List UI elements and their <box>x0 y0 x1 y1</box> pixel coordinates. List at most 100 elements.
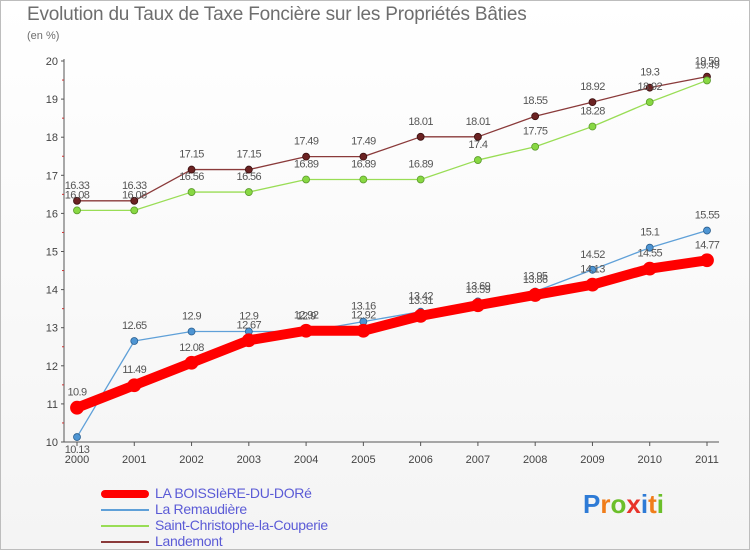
data-label: 17.4 <box>468 139 487 151</box>
data-point <box>184 355 199 370</box>
data-label: 13.95 <box>523 271 548 283</box>
data-point <box>130 196 139 205</box>
legend-swatch-saint-christophe <box>101 525 149 527</box>
data-label: 14.52 <box>580 249 605 261</box>
x-tick-label: 2006 <box>408 454 432 466</box>
data-label: 18.01 <box>408 116 433 128</box>
data-point <box>531 142 540 151</box>
data-point <box>70 400 84 415</box>
data-point <box>187 327 196 336</box>
data-label: 17.49 <box>294 136 319 148</box>
series-line-0 <box>72 255 712 413</box>
logo-letter: t <box>648 489 657 519</box>
data-point <box>645 98 654 107</box>
data-label: 17.15 <box>237 149 262 161</box>
y-tick-label: 16 <box>46 208 58 220</box>
data-label: 13.42 <box>408 291 433 303</box>
series-line-1 <box>76 229 708 438</box>
x-tick-label: 2001 <box>122 454 146 466</box>
logo-letter: r <box>600 489 611 519</box>
data-point <box>130 206 139 215</box>
x-tick-label: 2002 <box>179 454 203 466</box>
data-label: 13.59 <box>466 284 491 296</box>
data-point <box>703 226 711 235</box>
data-label: 16.89 <box>351 158 376 170</box>
data-point <box>359 152 368 161</box>
data-label: 12.92 <box>351 310 376 322</box>
data-point <box>528 288 543 302</box>
data-label: 19.59 <box>695 56 720 68</box>
data-label: 18.92 <box>637 81 662 93</box>
data-point <box>187 188 196 196</box>
data-label: 14.55 <box>637 248 662 260</box>
y-tick-label: 20 <box>46 56 58 68</box>
data-point <box>130 337 139 345</box>
logo-letter: i <box>640 489 649 519</box>
y-tick-label: 10 <box>46 437 58 449</box>
data-label: 12.9 <box>297 311 316 323</box>
data-label: 16.89 <box>294 158 319 170</box>
logo-letter: P <box>583 489 601 519</box>
legend-swatch-remaudiere <box>101 509 149 511</box>
data-point <box>471 298 485 313</box>
data-label: 18.28 <box>580 106 605 118</box>
data-label: 13.86 <box>523 274 548 286</box>
data-label: 12.9 <box>182 311 201 323</box>
data-label: 10.13 <box>65 444 90 456</box>
y-tick-label: 18 <box>46 132 58 144</box>
data-label: 16.33 <box>65 180 90 192</box>
data-point <box>241 333 256 348</box>
data-point <box>73 206 81 215</box>
data-label: 12.08 <box>179 342 204 354</box>
x-tick-label: 2011 <box>695 454 719 466</box>
data-label: 16.89 <box>408 158 433 170</box>
data-label: 18.92 <box>580 81 605 93</box>
data-point <box>73 433 81 441</box>
x-tick-label: 2005 <box>351 454 375 466</box>
data-label: 19.49 <box>695 59 720 71</box>
legend-label-saint-christophe: Saint-Christophe-la-Couperie <box>155 517 328 533</box>
x-tick-label: 2004 <box>294 454 318 466</box>
data-label: 19.3 <box>640 67 659 79</box>
legend-label-landemont: Landemont <box>155 533 223 549</box>
data-point <box>588 122 597 131</box>
data-point <box>700 253 714 268</box>
data-label: 18.55 <box>523 95 548 107</box>
data-point <box>416 175 425 184</box>
data-point <box>416 132 425 141</box>
data-label: 12.67 <box>237 319 262 331</box>
data-point <box>127 378 142 393</box>
data-point <box>356 323 371 338</box>
data-point <box>531 112 540 121</box>
x-tick-label: 2010 <box>637 454 661 466</box>
data-label: 12.9 <box>239 311 258 323</box>
legend-swatch-boissiere <box>101 490 149 498</box>
series-line-3 <box>76 75 708 202</box>
legend-label-remaudiere: La Remaudière <box>155 501 247 517</box>
data-point <box>585 277 600 292</box>
series-line-2 <box>76 79 708 212</box>
y-tick-label: 12 <box>46 361 58 373</box>
y-tick-label: 15 <box>46 247 58 259</box>
data-label: 16.56 <box>237 171 262 183</box>
data-label: 17.49 <box>351 136 376 148</box>
data-label: 10.9 <box>67 387 86 399</box>
data-label: 18.01 <box>466 116 491 128</box>
data-point <box>588 265 597 274</box>
data-point <box>588 98 597 107</box>
data-point <box>244 165 253 174</box>
data-label: 15.1 <box>640 227 659 239</box>
proxiti-logo: Proxiti <box>583 489 664 520</box>
chart-subtitle: (en %) <box>27 30 60 42</box>
y-tick-label: 11 <box>47 399 58 411</box>
data-point <box>299 323 313 338</box>
data-point <box>302 175 310 184</box>
legend-swatch-landemont <box>101 541 149 543</box>
data-label: 14.77 <box>695 239 720 251</box>
y-tick-label: 17 <box>46 170 58 182</box>
data-label: 16.08 <box>65 189 90 201</box>
y-tick-label: 19 <box>46 94 58 106</box>
data-label: 17.15 <box>179 149 204 161</box>
data-point <box>187 165 196 174</box>
